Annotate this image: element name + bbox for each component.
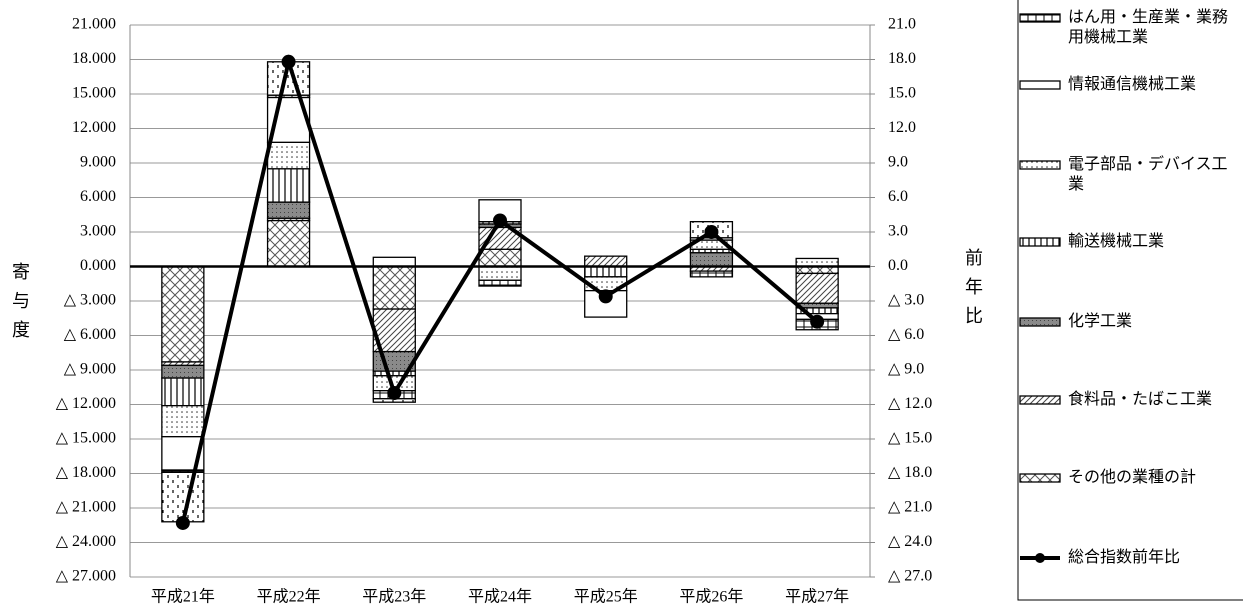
legend-label: 食料品・たばこ工業 bbox=[1068, 391, 1213, 408]
legend-swatch bbox=[1019, 237, 1061, 247]
bar-segment bbox=[795, 272, 839, 304]
y-tick-label: 12.000 bbox=[72, 119, 116, 136]
bar-segment bbox=[372, 265, 416, 310]
bar-segment bbox=[161, 377, 205, 407]
y2-axis-title: 前年比 bbox=[965, 248, 983, 326]
bar-segment bbox=[161, 364, 205, 379]
bar-segment bbox=[161, 471, 205, 523]
x-tick-label: 平成27年 bbox=[785, 588, 849, 604]
y2-tick-label: △ 15.0 bbox=[888, 430, 932, 447]
legend-marker bbox=[1035, 553, 1045, 563]
y-tick-label: 21.000 bbox=[72, 16, 116, 33]
line-point bbox=[810, 314, 825, 329]
y-tick-label: 0.000 bbox=[80, 257, 116, 274]
y2-tick-label: △ 12.0 bbox=[888, 395, 932, 412]
legend-label: 情報通信機械工業 bbox=[1068, 76, 1197, 93]
line-point bbox=[387, 386, 402, 400]
y2-tick-label: △ 27.0 bbox=[888, 568, 932, 585]
y-axis-title: 寄与度 bbox=[12, 262, 30, 340]
y2-tick-label: 21.0 bbox=[888, 16, 916, 33]
x-tick-label: 平成23年 bbox=[362, 588, 426, 604]
y-tick-label: △ 9.000 bbox=[64, 361, 116, 378]
x-tick-label: 平成24年 bbox=[468, 588, 532, 604]
line-point bbox=[704, 225, 719, 239]
y2-tick-label: 15.0 bbox=[888, 85, 916, 102]
y2-tick-label: 6.0 bbox=[888, 188, 908, 205]
bar-segment bbox=[478, 248, 522, 268]
legend-swatch bbox=[1019, 80, 1061, 90]
y-tick-label: △ 3.000 bbox=[64, 292, 116, 309]
y-tick-label: △ 21.000 bbox=[56, 499, 116, 516]
legend-label: その他の業種の計 bbox=[1068, 469, 1197, 486]
legend-swatch bbox=[1019, 395, 1061, 405]
legend-swatch bbox=[1019, 317, 1061, 327]
bar-segment bbox=[689, 252, 734, 268]
y-tick-label: 18.000 bbox=[72, 50, 116, 67]
y2-tick-label: △ 21.0 bbox=[888, 499, 932, 516]
bar-segment bbox=[584, 255, 628, 268]
y2-tick-label: △ 3.0 bbox=[888, 292, 924, 309]
bar-segment bbox=[584, 265, 628, 278]
y-tick-label: △ 15.000 bbox=[56, 430, 116, 447]
legend-label: 総合指数前年比 bbox=[1068, 549, 1181, 566]
line-point bbox=[175, 515, 190, 530]
bar-segment bbox=[161, 265, 205, 363]
legend-label: はん用・生産業・業務用機械工業 bbox=[1068, 9, 1229, 46]
legend-label: 電子部品・デバイス工業 bbox=[1068, 156, 1228, 193]
bar-segment bbox=[266, 141, 311, 170]
y-tick-label: 15.000 bbox=[72, 85, 116, 102]
y-tick-label: 6.000 bbox=[80, 188, 116, 205]
legend-swatch bbox=[1019, 160, 1061, 170]
y-tick-label: 3.000 bbox=[80, 223, 116, 240]
bar-segment bbox=[161, 404, 205, 438]
y2-tick-label: △ 18.0 bbox=[888, 464, 932, 481]
x-tick-label: 平成25年 bbox=[574, 588, 638, 604]
bar-segment bbox=[372, 256, 416, 268]
y2-tick-label: 3.0 bbox=[888, 223, 908, 240]
y-tick-label: △ 18.000 bbox=[56, 464, 116, 481]
legend-label: 輸送機械工業 bbox=[1068, 233, 1165, 250]
bar-segment bbox=[689, 270, 734, 278]
x-tick-label: 平成22年 bbox=[257, 588, 321, 604]
y-tick-label: △ 24.000 bbox=[56, 533, 116, 550]
x-tick-label: 平成26年 bbox=[679, 588, 743, 604]
y2-tick-label: △ 9.0 bbox=[888, 361, 924, 378]
line-point bbox=[598, 289, 613, 304]
y-tick-label: △ 12.000 bbox=[56, 395, 116, 412]
bar-segment bbox=[478, 265, 522, 281]
y2-tick-label: 9.0 bbox=[888, 154, 908, 171]
bar-segment bbox=[266, 219, 311, 268]
legend-box bbox=[1017, 0, 1243, 601]
bar-segment bbox=[266, 201, 311, 219]
y2-tick-label: △ 6.0 bbox=[888, 326, 924, 343]
legend-swatch bbox=[1019, 473, 1061, 483]
y2-tick-label: 12.0 bbox=[888, 119, 916, 136]
y2-tick-label: 0.0 bbox=[888, 257, 908, 274]
bar-segment bbox=[266, 168, 311, 203]
line-point bbox=[493, 213, 507, 228]
y-tick-label: △ 27.000 bbox=[56, 568, 116, 585]
y2-tick-label: 18.0 bbox=[888, 50, 916, 67]
line-point bbox=[281, 54, 296, 69]
y-tick-label: 9.000 bbox=[80, 154, 116, 171]
legend-swatch bbox=[1019, 13, 1061, 23]
legend-label: 化学工業 bbox=[1068, 313, 1133, 330]
bar-segment bbox=[478, 279, 522, 287]
y2-tick-label: △ 24.0 bbox=[888, 533, 932, 550]
y-tick-label: △ 6.000 bbox=[64, 326, 116, 343]
x-tick-label: 平成21年 bbox=[151, 588, 215, 604]
